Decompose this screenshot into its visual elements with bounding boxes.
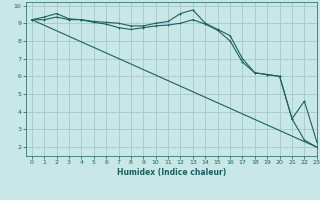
X-axis label: Humidex (Indice chaleur): Humidex (Indice chaleur) [116,168,226,177]
